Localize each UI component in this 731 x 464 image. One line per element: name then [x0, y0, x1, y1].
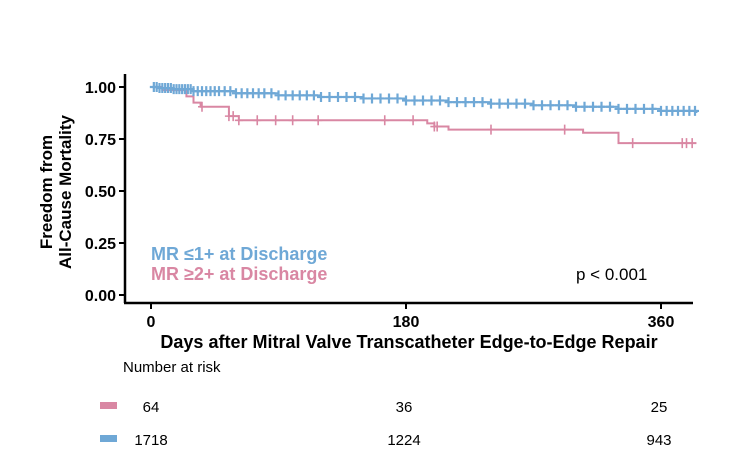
legend-label-mr2: MR ≥2+ at Discharge: [151, 264, 327, 284]
x-tick-label: 0: [147, 314, 156, 331]
censor-mark: [410, 95, 419, 106]
censor-mark: [302, 90, 311, 101]
censor-mark: [521, 98, 529, 109]
p-value: p < 0.001: [576, 265, 647, 284]
censor-mark: [691, 105, 699, 116]
y-axis-title-line2: All-Cause Mortality: [56, 114, 75, 269]
censor-mark: [504, 98, 512, 109]
x-tick-label: 360: [648, 314, 675, 331]
censor-mark: [580, 101, 589, 112]
risk-table-cell: 25: [651, 399, 668, 416]
censor-mark: [198, 101, 206, 112]
censor-mark: [487, 98, 495, 109]
censor-mark: [487, 124, 495, 135]
legend-label-mr1: MR ≤1+ at Discharge: [151, 244, 327, 264]
risk-table-cell: 36: [396, 399, 413, 416]
censor-mark: [295, 90, 304, 101]
series-layer: [149, 82, 699, 149]
censor-mark: [385, 93, 393, 104]
censor-mark: [380, 115, 389, 126]
censor-mark: [271, 115, 280, 126]
y-tick-label: 0.50: [85, 184, 116, 201]
censor-mark: [229, 111, 238, 122]
censor-mark: [640, 103, 648, 114]
risk-table-cell: 64: [143, 399, 160, 416]
censor-mark: [529, 100, 538, 111]
y-axis-title: Freedom from All-Cause Mortality: [37, 114, 75, 269]
censor-mark: [433, 121, 442, 132]
risk-table: 64 36 25 1718 1224 943: [100, 399, 672, 449]
censor-mark: [325, 91, 334, 102]
censor-mark: [461, 97, 470, 108]
x-axis-title: Days after Mitral Valve Transcatheter Ed…: [160, 332, 657, 352]
x-tick-label: 180: [393, 314, 420, 331]
censor-mark: [631, 103, 640, 114]
censor-mark: [555, 100, 563, 111]
censor-mark: [281, 90, 290, 101]
censor-mark: [274, 90, 283, 101]
censor-mark: [409, 115, 418, 126]
censor-mark: [314, 115, 323, 126]
censor-mark: [478, 97, 487, 108]
censor-mark: [359, 93, 368, 104]
risk-table-cell: 1224: [387, 432, 420, 449]
censor-mark: [538, 100, 546, 111]
censor-mark: [226, 86, 235, 97]
censor-mark: [317, 91, 325, 102]
risk-row-swatch: [100, 402, 117, 409]
censor-mark: [614, 103, 623, 114]
censor-mark: [453, 97, 461, 108]
censor-mark: [628, 138, 637, 149]
censor-mark: [342, 91, 351, 102]
censor-mark: [368, 93, 376, 104]
censor-mark: [436, 95, 444, 106]
y-axis: 0.00 0.25 0.50 0.75 1.00: [85, 80, 125, 305]
censor-mark: [376, 93, 385, 104]
x-axis: 0 180 360: [147, 303, 675, 331]
censor-mark: [419, 95, 427, 106]
survival-curve: [151, 86, 697, 145]
censor-mark: [470, 97, 478, 108]
censor-mark: [253, 115, 262, 126]
censor-mark: [512, 98, 521, 109]
censor-mark: [427, 95, 436, 106]
censor-mark: [288, 90, 297, 101]
censor-mark: [288, 115, 297, 126]
y-tick-label: 1.00: [85, 80, 116, 97]
censor-mark: [351, 91, 359, 102]
risk-table-cell: 1718: [134, 432, 167, 449]
censor-mark: [563, 100, 572, 111]
censor-mark: [648, 103, 657, 114]
series-mr-le1: [149, 82, 699, 116]
censor-mark: [309, 90, 318, 101]
y-tick-label: 0.25: [85, 236, 116, 253]
censor-mark: [495, 98, 504, 109]
censor-mark: [589, 101, 597, 112]
risk-row-swatch: [100, 435, 117, 442]
censor-mark: [234, 115, 243, 126]
censor-mark: [402, 95, 410, 106]
censor-mark: [444, 97, 453, 108]
censor-mark: [393, 93, 402, 104]
censor-mark: [572, 101, 580, 112]
censor-mark: [606, 101, 614, 112]
censor-mark: [597, 101, 606, 112]
censor-mark: [260, 88, 269, 99]
censor-mark: [267, 88, 276, 99]
censor-mark: [334, 91, 342, 102]
censor-mark: [623, 103, 631, 114]
y-axis-title-line1: Freedom from: [37, 135, 56, 249]
series-mr-ge2: [151, 86, 697, 149]
risk-table-cell: 943: [646, 432, 671, 449]
censor-mark: [688, 138, 697, 149]
y-tick-label: 0.00: [85, 288, 116, 305]
censor-mark: [560, 124, 569, 135]
y-tick-label: 0.75: [85, 132, 116, 149]
risk-table-title: Number at risk: [123, 359, 221, 376]
censor-mark: [546, 100, 555, 111]
